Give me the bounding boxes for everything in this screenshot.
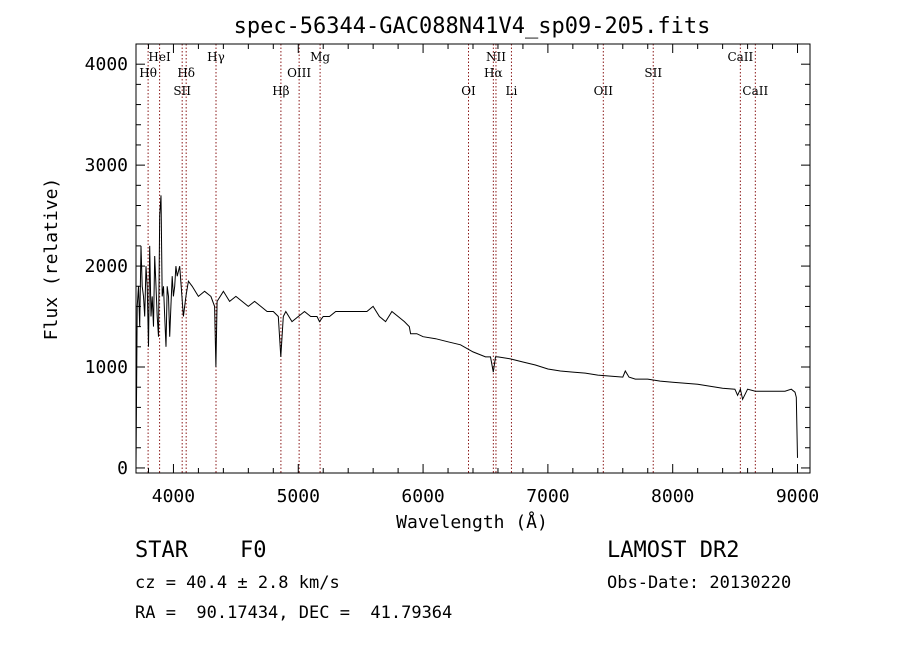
y-tick-label-0: 0: [117, 458, 128, 479]
object-class: STAR: [135, 538, 188, 563]
x-tick-label-1: 5000: [277, 486, 320, 507]
line-label-13: SII: [644, 66, 662, 80]
line-label-9: NII: [486, 50, 506, 64]
x-axis-label: Wavelength (Å): [396, 511, 548, 533]
line-label-15: CaII: [742, 84, 768, 98]
line-label-12: OII: [594, 84, 614, 98]
line-label-3: SII: [173, 84, 191, 98]
line-label-2: Hδ: [177, 66, 195, 80]
y-tick-label-4: 4000: [85, 54, 128, 75]
survey-name: LAMOST DR2: [607, 538, 740, 563]
coordinates: RA = 90.17434, DEC = 41.79364: [135, 603, 453, 623]
plot-frame: [135, 43, 811, 474]
observation-date: Obs-Date: 20130220: [607, 573, 792, 593]
y-tick-label-2: 2000: [85, 256, 128, 277]
line-label-8: OI: [461, 84, 476, 98]
line-label-7: Mg: [310, 50, 330, 64]
x-tick-label-3: 7000: [526, 486, 569, 507]
line-label-11: Li: [506, 84, 518, 98]
line-label-1: HeI: [148, 50, 171, 64]
x-tick-label-4: 8000: [651, 486, 694, 507]
x-tick-label-5: 9000: [776, 486, 819, 507]
x-tick-label-2: 6000: [401, 486, 444, 507]
object-subclass: F0: [240, 538, 267, 563]
line-label-5: Hβ: [272, 84, 289, 98]
redshift-value: cz = 40.4 ± 2.8 km/s: [135, 573, 340, 593]
spectrum-line: [135, 195, 798, 469]
x-tick-label-0: 4000: [152, 486, 195, 507]
line-label-0: Hθ: [139, 66, 157, 80]
line-label-10: Hα: [484, 66, 503, 80]
y-axis-label: Flux (relative): [41, 178, 62, 341]
line-label-6: OIII: [287, 66, 311, 80]
line-label-14: CaII: [727, 50, 753, 64]
chart-title: spec-56344-GAC088N41V4_sp09-205.fits: [234, 14, 711, 39]
y-tick-label-3: 3000: [85, 155, 128, 176]
y-tick-label-1: 1000: [85, 357, 128, 378]
line-label-4: Hγ: [207, 50, 225, 64]
